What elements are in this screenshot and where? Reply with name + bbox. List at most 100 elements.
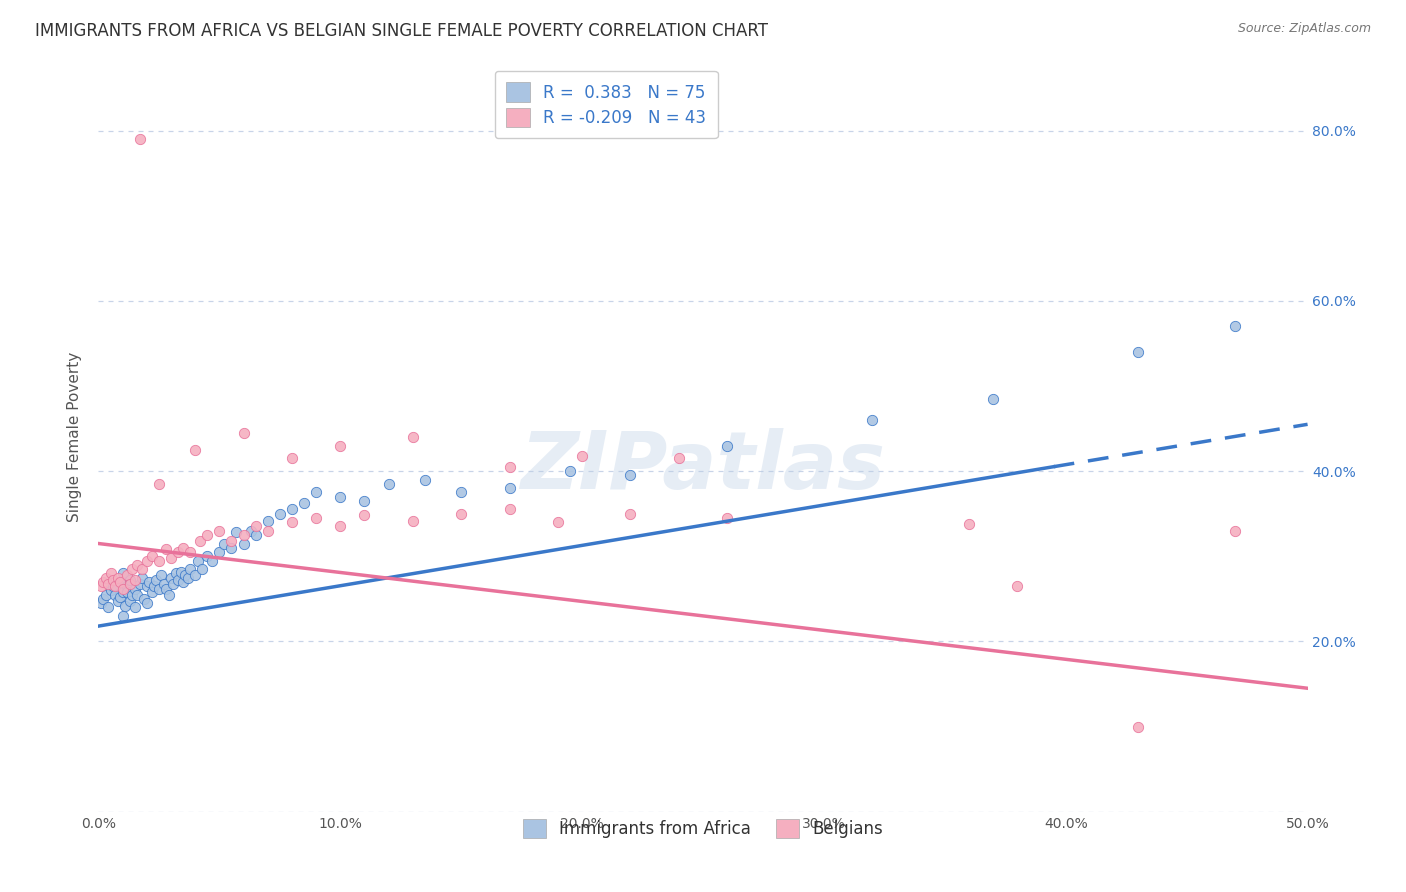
Point (957, 516, 980, 531)
Point (184, 442, 207, 457)
Point (111, 582, 134, 596)
Point (101, 573, 124, 587)
Point (179, 545, 201, 559)
Point (208, 545, 231, 559)
Point (128, 132, 150, 146)
Point (329, 490, 352, 504)
Point (167, 545, 190, 559)
Point (131, 562, 153, 576)
Point (134, 591, 156, 606)
Point (141, 585, 163, 599)
Point (195, 528, 218, 542)
Point (1007, 579, 1029, 593)
Point (245, 519, 267, 533)
Point (245, 528, 267, 542)
Point (111, 566, 134, 581)
Point (111, 585, 134, 599)
Point (329, 439, 352, 453)
Point (145, 573, 167, 587)
Point (162, 576, 184, 591)
Point (450, 507, 472, 521)
Point (1128, 720, 1150, 734)
Point (101, 579, 124, 593)
Point (108, 574, 131, 589)
Point (114, 599, 136, 613)
Point (498, 502, 520, 516)
Point (208, 524, 231, 538)
Point (169, 565, 191, 579)
Point (124, 600, 146, 615)
Point (281, 515, 304, 529)
Point (498, 459, 520, 474)
Point (269, 507, 291, 521)
Point (107, 593, 129, 607)
Point (148, 582, 170, 596)
Point (94, 588, 117, 602)
Point (117, 579, 139, 593)
Point (498, 481, 520, 495)
Point (225, 525, 247, 540)
Point (232, 528, 254, 542)
Point (450, 485, 472, 500)
Point (221, 541, 243, 555)
Point (157, 588, 180, 602)
Point (94, 571, 117, 585)
Point (619, 507, 641, 521)
Point (155, 542, 177, 557)
Point (127, 558, 149, 572)
Point (111, 608, 134, 623)
Point (187, 553, 209, 567)
Point (232, 536, 254, 550)
Point (1128, 345, 1150, 359)
Point (353, 508, 375, 523)
Point (160, 551, 183, 566)
Point (413, 473, 436, 487)
Text: IMMIGRANTS FROM AFRICA VS BELGIAN SINGLE FEMALE POVERTY CORRELATION CHART: IMMIGRANTS FROM AFRICA VS BELGIAN SINGLE… (35, 22, 768, 40)
Point (619, 468, 641, 483)
Point (148, 553, 170, 567)
Point (305, 511, 328, 525)
Point (256, 524, 278, 538)
Point (668, 451, 690, 466)
Point (118, 576, 141, 591)
Point (239, 524, 262, 538)
Point (221, 533, 243, 548)
Point (188, 533, 211, 548)
Point (148, 476, 170, 491)
Point (118, 593, 141, 607)
Point (135, 579, 157, 593)
Point (128, 576, 150, 591)
Point (184, 568, 207, 582)
Point (281, 502, 304, 516)
Point (167, 573, 190, 587)
Point (97, 576, 120, 591)
Point (329, 519, 352, 533)
Point (377, 476, 399, 491)
Point (91, 574, 114, 589)
Point (117, 568, 139, 582)
Point (121, 562, 143, 576)
Point (111, 574, 134, 589)
Legend: Immigrants from Africa, Belgians: Immigrants from Africa, Belgians (516, 812, 890, 845)
Point (97, 600, 120, 615)
Point (716, 511, 738, 525)
Point (201, 553, 224, 567)
Point (1223, 319, 1246, 334)
Point (90, 579, 112, 593)
Point (353, 494, 375, 508)
Point (256, 514, 278, 528)
Point (402, 430, 425, 444)
Point (104, 588, 127, 602)
Point (152, 576, 174, 591)
Point (100, 566, 122, 581)
Point (91, 591, 114, 606)
Point (172, 574, 194, 589)
Point (107, 571, 129, 585)
Point (281, 451, 304, 466)
Point (138, 574, 160, 589)
Point (547, 515, 569, 529)
Point (124, 582, 146, 596)
Point (860, 413, 883, 427)
Point (127, 588, 149, 602)
Point (981, 392, 1004, 406)
